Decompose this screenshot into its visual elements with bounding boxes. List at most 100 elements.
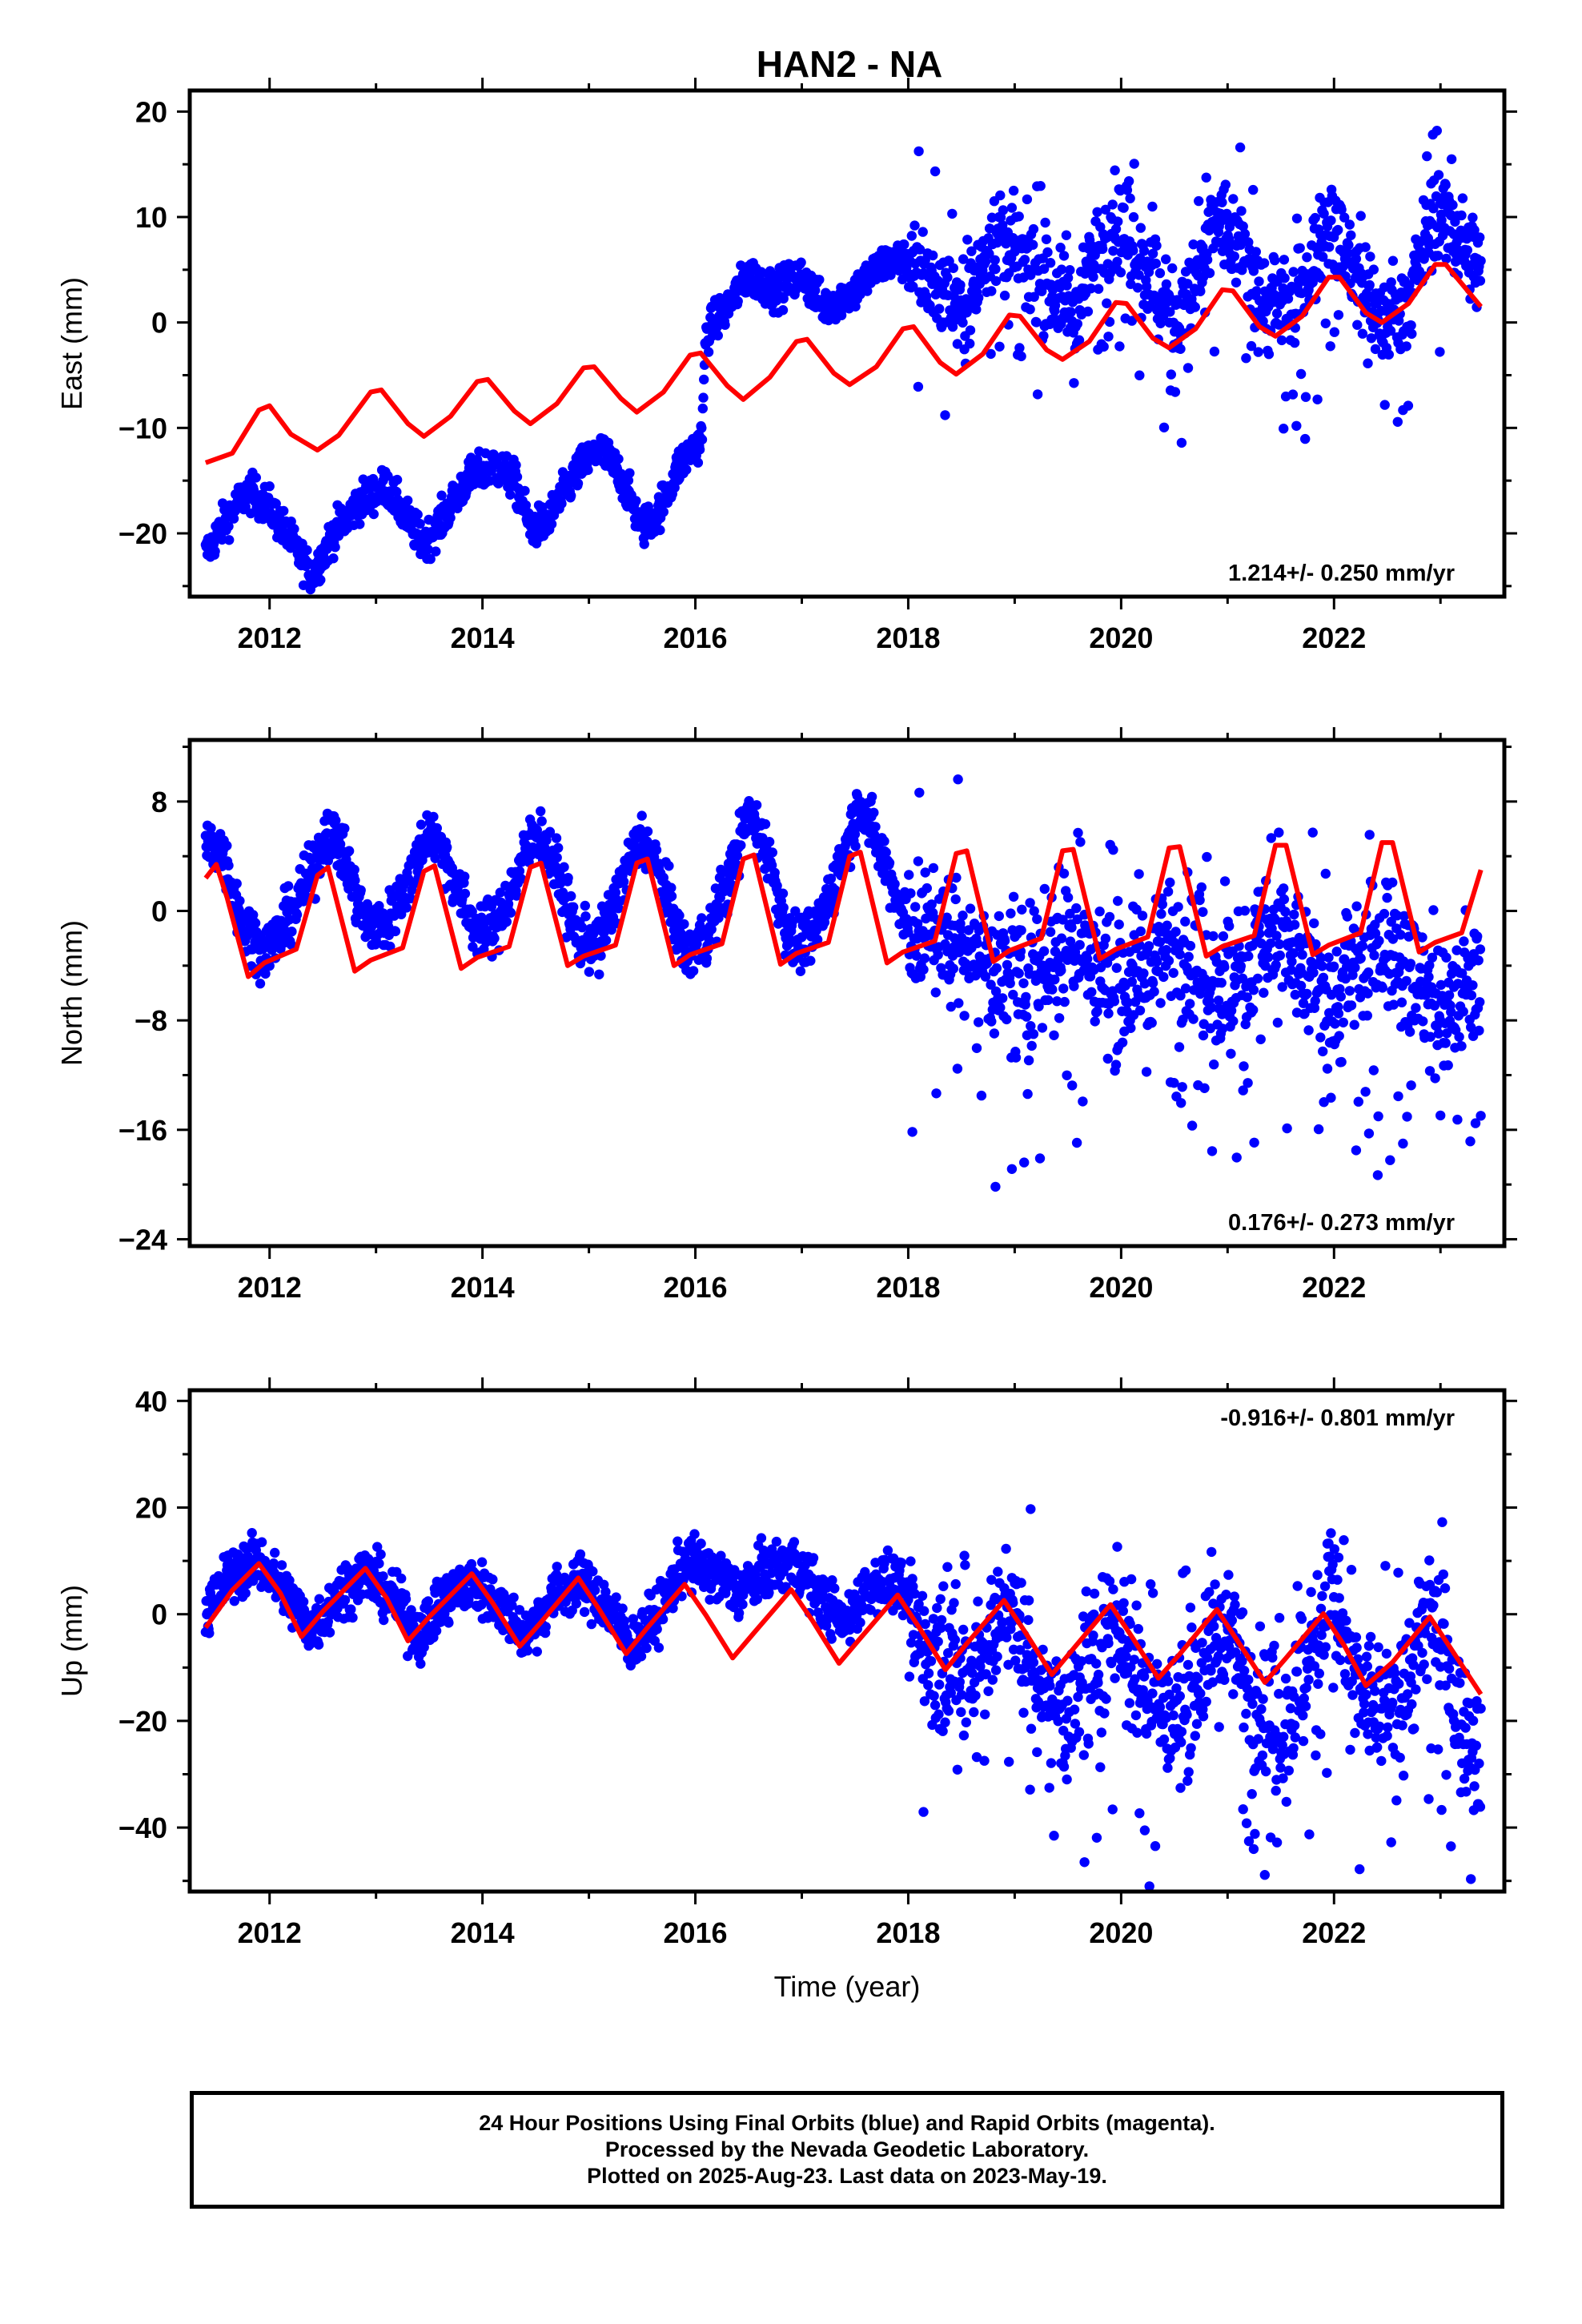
data-point	[1040, 217, 1050, 228]
data-point	[995, 190, 1006, 201]
data-point	[415, 518, 425, 529]
data-point	[1134, 1005, 1146, 1016]
data-point	[1270, 255, 1280, 266]
data-point	[870, 822, 881, 832]
data-point	[1423, 971, 1434, 983]
data-point	[1039, 883, 1050, 895]
data-point	[1401, 341, 1411, 352]
data-point	[1035, 181, 1046, 191]
data-point	[416, 819, 427, 830]
data-point	[1474, 1025, 1484, 1036]
data-point	[1287, 956, 1297, 967]
data-point	[572, 478, 584, 489]
data-point	[423, 545, 433, 555]
data-point	[913, 381, 924, 392]
data-point	[315, 574, 326, 585]
data-point	[1123, 176, 1134, 187]
data-point	[1334, 1031, 1344, 1041]
data-point	[1049, 1030, 1059, 1041]
data-point	[955, 279, 966, 291]
data-point	[1155, 318, 1166, 328]
data-point	[999, 935, 1010, 946]
data-point	[349, 864, 359, 875]
x-tick-label: 2022	[1302, 1271, 1366, 1304]
data-point	[1248, 1004, 1259, 1015]
data-point	[355, 885, 366, 895]
data-point	[204, 1628, 215, 1638]
data-point	[445, 513, 456, 523]
data-point	[1302, 252, 1312, 263]
data-point	[1174, 949, 1186, 960]
data-point	[1219, 876, 1231, 887]
data-point	[954, 998, 964, 1008]
x-tick-label: 2018	[876, 621, 940, 654]
data-point	[1329, 327, 1340, 337]
data-point	[986, 212, 998, 223]
data-point	[1263, 349, 1275, 360]
data-point	[1468, 980, 1478, 991]
data-point	[1114, 919, 1124, 930]
data-point	[664, 861, 674, 871]
data-point	[1177, 1082, 1187, 1092]
data-point	[697, 403, 708, 414]
data-point	[330, 542, 340, 553]
data-point	[703, 347, 714, 357]
data-point	[313, 1639, 324, 1650]
data-point	[546, 519, 557, 529]
data-point	[613, 453, 624, 464]
data-point	[1333, 310, 1344, 320]
panel-north: 2012 2014 2016 2018 2020 2022−24−16−808North …	[55, 727, 1517, 1304]
data-point	[1326, 1092, 1336, 1103]
data-point	[1071, 1137, 1082, 1148]
data-point	[1107, 199, 1118, 210]
data-point	[1185, 940, 1196, 951]
y-tick-label: 0	[151, 895, 167, 928]
data-point	[1098, 243, 1108, 255]
x-tick-label: 2016	[663, 1271, 727, 1304]
data-point	[235, 895, 245, 907]
data-point	[1254, 276, 1264, 287]
data-point	[1288, 267, 1299, 277]
data-point	[1457, 193, 1468, 203]
data-point	[904, 870, 914, 880]
data-point	[1086, 987, 1097, 998]
data-point	[836, 310, 847, 320]
data-point	[403, 495, 413, 506]
data-point	[1324, 242, 1335, 252]
x-tick-label: 2020	[1089, 1271, 1153, 1304]
data-point	[972, 938, 982, 949]
data-point	[1328, 961, 1339, 972]
data-point	[930, 166, 941, 177]
data-point	[1196, 882, 1207, 893]
data-point	[1289, 909, 1299, 920]
data-point	[1056, 264, 1067, 275]
data-point	[1313, 1124, 1324, 1135]
data-point	[1363, 967, 1374, 978]
data-point	[1134, 270, 1144, 280]
data-point	[568, 902, 579, 912]
data-point	[1440, 179, 1451, 191]
data-point	[1103, 332, 1114, 342]
data-point	[580, 900, 590, 911]
data-point	[1239, 1061, 1249, 1072]
data-point	[223, 521, 234, 532]
data-point	[1110, 165, 1120, 175]
data-point	[1403, 400, 1414, 411]
data-point	[913, 856, 924, 866]
data-point	[553, 842, 564, 854]
data-point	[862, 286, 873, 296]
data-point	[1418, 1016, 1428, 1027]
data-point	[1014, 211, 1024, 222]
data-point	[324, 1627, 335, 1638]
x-tick-label: 2018	[876, 1271, 940, 1304]
data-point	[1475, 232, 1485, 243]
data-point	[694, 444, 705, 455]
data-point	[1343, 248, 1353, 259]
data-point	[962, 235, 973, 245]
data-point	[1113, 216, 1123, 227]
data-point	[425, 553, 436, 565]
data-point	[1300, 392, 1311, 402]
data-point	[1326, 215, 1336, 226]
data-point	[374, 1558, 384, 1569]
